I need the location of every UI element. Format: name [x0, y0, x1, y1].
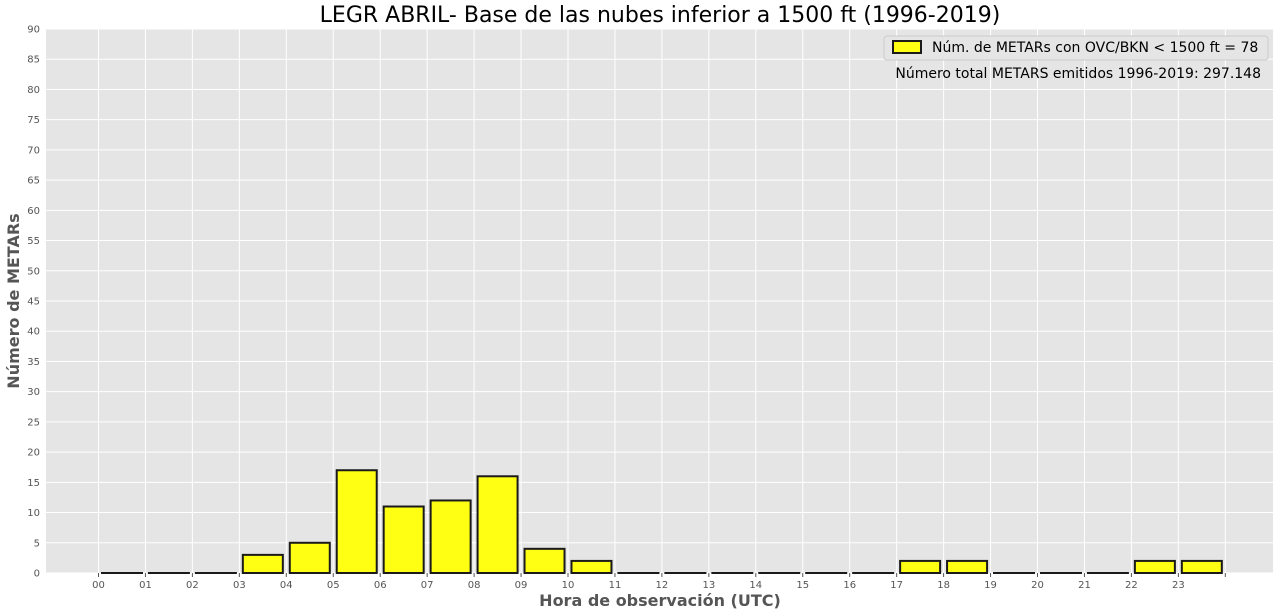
bar-09: [523, 547, 566, 574]
bar-08: [476, 475, 519, 574]
y-tick-label-75: 75: [27, 115, 40, 126]
legend: Núm. de METARs con OVC/BKN < 1500 ft = 7…: [883, 35, 1269, 61]
x-tick-label-19: 19: [984, 580, 997, 591]
x-tick-label-23: 23: [1172, 580, 1185, 591]
y-tick-labels: 0 5 10 15 20 25 30 35 40 45 50 55 60 65 70 75 80 85 90: [27, 25, 40, 580]
y-tick-label-70: 70: [27, 145, 40, 156]
bars: [100, 469, 1223, 575]
y-tick-label-10: 10: [27, 508, 40, 519]
x-tick-label-10: 10: [562, 580, 575, 591]
y-tick-label-90: 90: [27, 25, 40, 36]
bar-05: [335, 469, 378, 574]
x-tick-label-21: 21: [1078, 580, 1091, 591]
y-tick-label-15: 15: [27, 478, 40, 489]
bar-07: [429, 499, 472, 575]
x-tick-label-08: 08: [468, 580, 481, 591]
chart-title: LEGR ABRIL- Base de las nubes inferior a…: [320, 3, 1001, 28]
bar-10: [570, 559, 613, 575]
x-tick-label-11: 11: [609, 580, 622, 591]
x-tick-label-06: 06: [374, 580, 387, 591]
grid-lines: [46, 28, 1273, 574]
x-axis-label: Hora de observación (UTC): [539, 591, 781, 610]
legend-swatch: [892, 40, 922, 54]
x-tick-label-01: 01: [139, 580, 152, 591]
bar-23: [1180, 559, 1223, 575]
x-tick-label-04: 04: [280, 580, 293, 591]
x-tick-label-16: 16: [843, 580, 856, 591]
x-tick-label-22: 22: [1125, 580, 1138, 591]
bar-22: [1133, 559, 1176, 575]
total-metars-note: Número total METARS emitidos 1996-2019: …: [895, 66, 1261, 82]
legend-label: Núm. de METARs con OVC/BKN < 1500 ft = 7…: [932, 40, 1258, 56]
y-tick-label-25: 25: [27, 417, 40, 428]
x-tick-label-02: 02: [186, 580, 199, 591]
x-tick-label-18: 18: [937, 580, 950, 591]
x-tick-labels: 00 01 02 03 04 05 06 07 08 09 10 11 12 13 14 15 16 17 18 19…: [92, 573, 1226, 591]
x-tick-label-15: 15: [796, 580, 809, 591]
y-tick-label-35: 35: [27, 357, 40, 368]
x-tick-label-03: 03: [233, 580, 246, 591]
bar-04: [288, 541, 331, 574]
y-tick-label-45: 45: [27, 297, 40, 308]
x-tick-label-05: 05: [327, 580, 340, 591]
bar-03: [241, 553, 284, 574]
bar-18: [946, 559, 989, 575]
y-tick-label-30: 30: [27, 387, 40, 398]
y-tick-label-85: 85: [27, 55, 40, 66]
y-tick-label-0: 0: [34, 569, 40, 580]
legend-box: [883, 35, 1269, 61]
y-tick-label-50: 50: [27, 266, 40, 277]
x-tick-label-09: 09: [515, 580, 528, 591]
x-tick-label-17: 17: [890, 580, 903, 591]
y-tick-label-80: 80: [27, 85, 40, 96]
x-tick-label-14: 14: [749, 580, 762, 591]
x-tick-label-12: 12: [656, 580, 669, 591]
x-tick-label-00: 00: [92, 580, 105, 591]
y-tick-label-40: 40: [27, 327, 40, 338]
bar-06: [382, 505, 425, 574]
y-axis-label: Número de METARs: [4, 213, 23, 388]
x-tick-label-13: 13: [702, 580, 715, 591]
y-tick-label-55: 55: [27, 236, 40, 247]
y-tick-label-65: 65: [27, 176, 40, 187]
y-tick-label-5: 5: [34, 538, 40, 549]
y-tick-label-20: 20: [27, 448, 40, 459]
x-tick-label-20: 20: [1031, 580, 1044, 591]
x-tick-label-07: 07: [421, 580, 434, 591]
y-tick-label-60: 60: [27, 206, 40, 217]
bar-17: [899, 559, 942, 575]
